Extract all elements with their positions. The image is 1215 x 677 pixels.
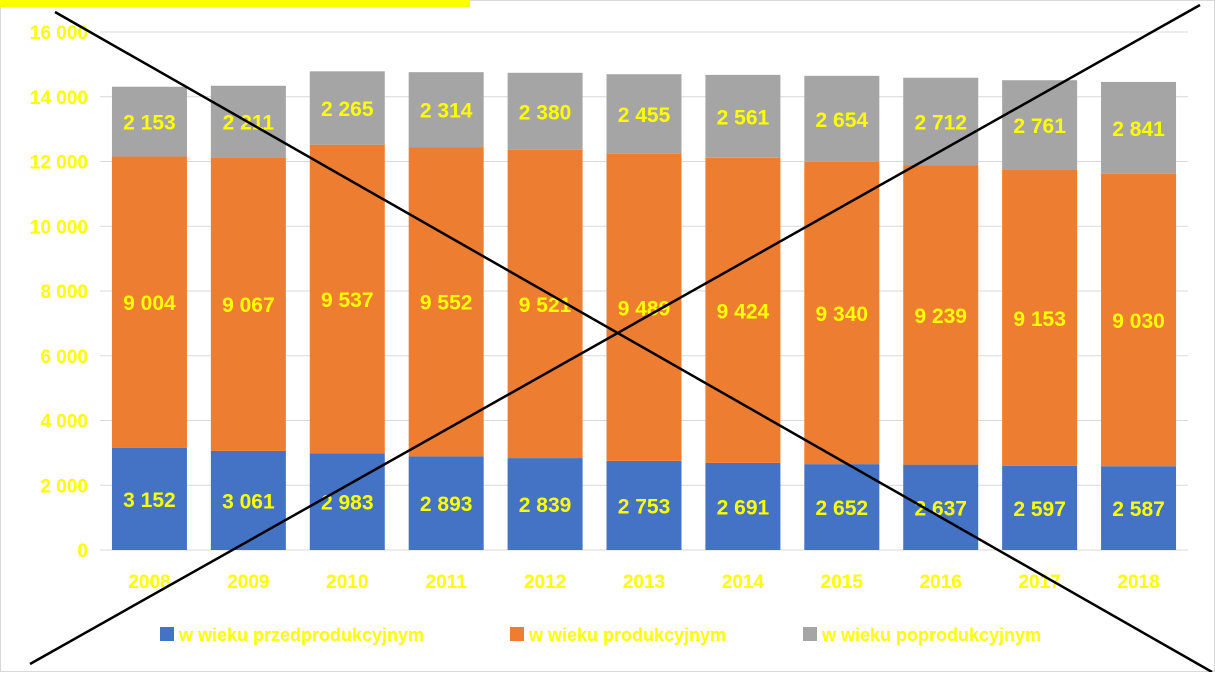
y-tick-label: 6 000	[40, 347, 88, 368]
data-label: 2 841	[1112, 118, 1165, 141]
data-label: 9 424	[717, 300, 770, 323]
legend-label: w wieku poprodukcyjnym	[821, 625, 1041, 645]
y-tick-label: 0	[77, 541, 88, 562]
data-label: 9 153	[1013, 308, 1066, 331]
bar-segment	[606, 74, 682, 154]
legend-label: w wieku przedprodukcyjnym	[178, 625, 424, 645]
bar-segment	[408, 147, 484, 457]
bar-segment	[210, 450, 286, 550]
bar-segment	[705, 74, 781, 158]
bar-segment	[111, 156, 187, 448]
y-tick-label: 14 000	[30, 88, 88, 109]
x-tick-label: 2018	[1117, 572, 1159, 593]
x-axis: 2008 2009 2010 2011 2012 2013 2014 2015 2016 2017…	[128, 572, 1159, 593]
bar-segment	[1101, 173, 1177, 467]
bar-segment	[705, 462, 781, 550]
x-tick-label: 2015	[821, 572, 864, 593]
data-label: 2 455	[618, 104, 671, 127]
x-tick-label: 2017	[1018, 572, 1060, 593]
x-tick-label: 2010	[326, 572, 368, 593]
legend: w wieku przedprodukcyjnym w wieku produkc…	[160, 625, 1041, 645]
data-label: 2 712	[914, 112, 967, 135]
bar-segment	[1002, 465, 1078, 550]
bar-segment	[1002, 169, 1078, 466]
bar-segment	[309, 144, 385, 454]
data-label: 2 637	[914, 497, 967, 520]
y-tick-label: 16 000	[30, 23, 88, 44]
data-label: 2 314	[420, 100, 473, 123]
bar-segment	[507, 72, 583, 150]
x-tick-label: 2009	[227, 572, 269, 593]
y-tick-label: 10 000	[30, 217, 88, 238]
data-label: 9 537	[321, 289, 374, 312]
data-label: 2 652	[816, 497, 869, 520]
bar-segment	[309, 71, 385, 145]
bar-segment	[1101, 81, 1177, 174]
data-label: 2 753	[618, 495, 671, 518]
cross-line	[29, 3, 1201, 666]
data-label: 2 983	[321, 492, 374, 515]
bar-segment	[507, 149, 583, 459]
data-label: 9 489	[618, 297, 671, 320]
bar-segment	[210, 157, 286, 451]
header-highlight-strip	[0, 0, 470, 7]
data-label: 2 380	[519, 101, 572, 124]
legend-swatch	[803, 627, 817, 641]
legend-label: w wieku produkcyjnym	[528, 625, 726, 645]
y-tick-label: 12 000	[30, 153, 88, 174]
data-label: 2 893	[420, 493, 473, 516]
bar-segment	[408, 72, 484, 148]
data-label: 9 067	[222, 294, 275, 317]
data-label: 2 761	[1013, 115, 1066, 138]
x-tick-label: 2013	[623, 572, 665, 593]
data-label: 2 654	[816, 109, 869, 132]
x-tick-label: 2016	[920, 572, 962, 593]
data-label: 9 030	[1112, 310, 1165, 333]
data-label: 9 552	[420, 292, 473, 315]
y-tick-label: 2 000	[40, 476, 88, 497]
legend-swatch	[510, 627, 524, 641]
bar-segment	[309, 453, 385, 550]
bar-segment	[903, 464, 979, 550]
x-tick-label: 2014	[722, 572, 765, 593]
y-tick-label: 8 000	[40, 282, 88, 303]
x-tick-label: 2008	[128, 572, 170, 593]
bar-segment	[408, 456, 484, 550]
bar-segment	[507, 458, 583, 550]
data-label: 2 265	[321, 98, 374, 121]
data-label: 2 587	[1112, 498, 1165, 521]
bar-segment	[804, 75, 880, 162]
data-label: 9 239	[914, 305, 967, 328]
bar-segment	[903, 165, 979, 465]
data-label: 2 691	[717, 496, 770, 519]
data-label: 2 597	[1013, 498, 1066, 521]
data-label: 9 340	[816, 303, 869, 326]
cross-line	[54, 10, 1213, 674]
data-label: 3 152	[123, 489, 176, 512]
data-label: 9 004	[123, 292, 176, 315]
bar-segment	[111, 447, 187, 550]
bar-segment	[111, 86, 187, 157]
data-label: 2 153	[123, 112, 176, 135]
bar-segment	[804, 464, 880, 550]
bar-segment	[606, 153, 682, 461]
cross-out-overlay	[29, 3, 1213, 674]
y-tick-label: 4 000	[40, 412, 88, 433]
x-tick-label: 2011	[426, 572, 468, 593]
data-label: 2 561	[717, 106, 770, 129]
bar-segment	[705, 157, 781, 463]
data-label: 2 839	[519, 494, 572, 517]
data-label: 9 521	[519, 294, 572, 317]
data-label: 3 061	[222, 490, 275, 513]
bar-segment	[804, 161, 880, 465]
bar-segment	[606, 460, 682, 550]
legend-swatch	[160, 627, 174, 641]
bar-segment	[1101, 466, 1177, 550]
x-tick-label: 2012	[524, 572, 566, 593]
y-axis: 0 2 000 4 000 6 000 8 000 10 000 12 000 14 000 1…	[30, 23, 88, 562]
